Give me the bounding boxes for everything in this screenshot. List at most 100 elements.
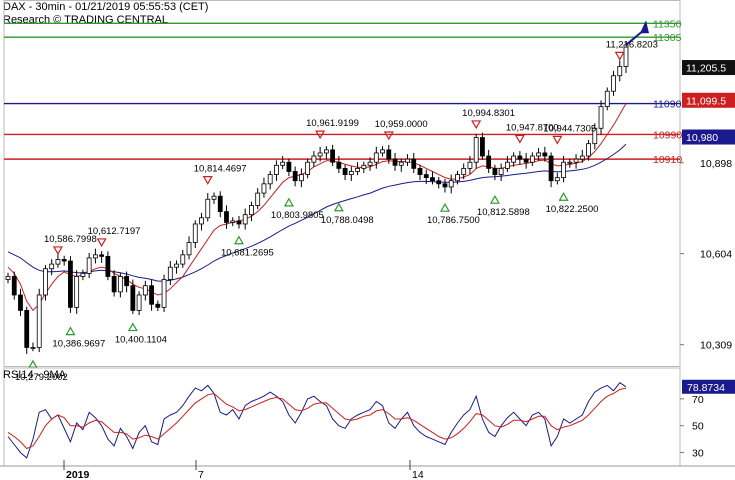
low-marker [333, 202, 344, 212]
candle-body [617, 66, 623, 77]
candle-body [24, 310, 30, 348]
candle-body [80, 272, 86, 277]
low-label: 10,386.9697 [52, 339, 105, 350]
candle-body [311, 155, 317, 163]
candle-body [292, 171, 298, 182]
price-tick-label: 10,309 [700, 340, 732, 352]
low-marker [127, 322, 138, 332]
candle-body [579, 155, 585, 160]
candle-body [92, 254, 98, 259]
candle-body [336, 161, 342, 169]
low-marker [558, 192, 569, 201]
candle-body [373, 152, 379, 163]
candle-body [111, 276, 117, 293]
candle-body [267, 174, 273, 185]
candle-body [323, 149, 329, 154]
high-marker [96, 238, 107, 248]
x-tick-label: 14 [412, 469, 424, 480]
candle-body [567, 161, 573, 164]
candle-body [305, 161, 311, 175]
candle-body [405, 158, 410, 163]
candle-body [199, 217, 204, 225]
high-label: 10,947.8700 [506, 122, 559, 133]
rsi-current-label: 78.8734 [687, 382, 725, 394]
rsi-panel-title: RSI14 - 9MA [3, 369, 67, 381]
candle-body [217, 195, 223, 213]
low-marker [489, 194, 500, 204]
candle-body [442, 183, 448, 188]
candle-body [18, 294, 23, 311]
candle-body [392, 158, 398, 166]
candle-body [367, 161, 373, 166]
level-badge [682, 92, 735, 108]
candle-body [598, 106, 604, 129]
candle-body [480, 137, 485, 157]
candle-body [236, 220, 242, 225]
candle-body [155, 303, 161, 308]
candle-body [398, 161, 404, 166]
candle-body [498, 167, 504, 175]
current-price-badge [682, 60, 735, 76]
candle-body [186, 242, 192, 256]
low-label: 10,786.7500 [427, 215, 480, 226]
low-label: 10,400.1104 [115, 335, 167, 346]
candle-body [224, 211, 229, 223]
low-marker [283, 197, 294, 207]
low-label: 10,681.2695 [221, 248, 274, 259]
high-marker [315, 130, 326, 140]
candle-body [386, 149, 392, 160]
high-label: 10,944.7305 [543, 123, 596, 134]
high-label: 10,994.8301 [462, 108, 515, 119]
candle-body [86, 257, 92, 274]
rsi-tick-label: 50 [692, 421, 704, 433]
candle-body [105, 255, 111, 277]
candle-body [473, 137, 479, 163]
candle-body [43, 268, 48, 296]
candle-body [55, 259, 61, 265]
sma-red-line [7, 103, 627, 312]
candle-body [342, 167, 348, 175]
candle-body [298, 174, 304, 182]
candle-body [11, 276, 17, 296]
level-badge [682, 129, 735, 145]
candle-body [461, 167, 467, 175]
low-marker [65, 326, 76, 336]
candle-body [348, 171, 354, 175]
candle-body [61, 259, 67, 262]
candle-body [542, 152, 548, 157]
candle-body [230, 220, 236, 223]
candle-body [242, 214, 248, 225]
candle-body [536, 152, 542, 157]
rsi-tick-label: 70 [692, 394, 704, 406]
candle-body [49, 263, 55, 270]
candle-body [586, 143, 591, 157]
candle-body [573, 158, 579, 163]
candle-body [604, 90, 610, 108]
candle-body [554, 177, 560, 182]
high-label: 10,959.0000 [375, 119, 428, 130]
level-badge-label: 11,099.5 [686, 95, 726, 107]
candle-body [255, 192, 261, 206]
high-marker [52, 246, 63, 256]
candle-body [517, 155, 523, 160]
candle-body [192, 223, 198, 243]
candle-body [99, 254, 105, 257]
price-tick-label: 10,604 [700, 249, 732, 261]
high-marker [614, 51, 625, 61]
candle-body [317, 152, 323, 157]
low-label: 10,812.5898 [477, 207, 530, 218]
level-label: 10910 [653, 154, 682, 166]
rsi-ma-line [7, 387, 627, 450]
candle-body [523, 158, 529, 163]
high-label: 10,961.9199 [306, 118, 359, 129]
low-label: 10,803.9805 [271, 210, 324, 221]
candle-body [430, 177, 435, 182]
candle-body [74, 276, 80, 308]
candle-body [592, 127, 598, 145]
low-marker [439, 202, 451, 212]
candle-body [448, 180, 454, 188]
current-price-label: 11,205.5 [686, 63, 726, 75]
candle-body [261, 183, 267, 194]
rsi-line [7, 382, 627, 459]
